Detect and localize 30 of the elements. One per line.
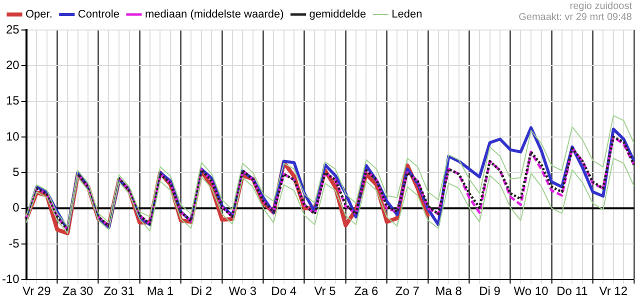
x-tick-label: Vr 12 <box>599 284 628 298</box>
y-tick-label: 0 <box>12 200 20 215</box>
legend-label: Leden <box>392 8 422 21</box>
text: Gemaakt: vr 29 mrt 09:48 <box>518 12 632 23</box>
x-tick-label: Zo 7 <box>395 284 420 298</box>
y-tick-label: 15 <box>6 94 20 108</box>
legend-label: gemiddelde <box>309 8 366 21</box>
x-tick-label: Ma 1 <box>146 284 174 298</box>
legend-label: Oper. <box>26 8 52 21</box>
x-tick-label: Di 2 <box>190 284 212 298</box>
text: regio zuidoost <box>570 0 632 12</box>
y-tick-label: 25 <box>6 22 20 36</box>
x-tick-label: Wo 10 <box>514 284 549 298</box>
y-tick-label: -10 <box>2 272 20 286</box>
x-tick-label: Za 6 <box>354 284 379 298</box>
x-tick-label: Vr 5 <box>314 284 336 298</box>
y-tick-label: 10 <box>6 129 20 144</box>
x-tick-label: Ma 8 <box>435 284 462 298</box>
legend-label: mediaan (middelste waarde) <box>144 8 284 21</box>
x-tick-label: Do 11 <box>556 284 588 298</box>
y-tick-label: -5 <box>8 236 20 250</box>
legend-label: Controle <box>78 8 120 21</box>
x-tick-label: Do 4 <box>271 284 297 298</box>
x-tick-label: Vr 29 <box>22 284 52 298</box>
y-tick-label: 20 <box>6 58 20 72</box>
x-tick-label: Wo 3 <box>228 284 257 298</box>
x-tick-label: Di 9 <box>479 284 501 298</box>
x-tick-label: Za 30 <box>62 284 94 298</box>
y-tick-label: 5 <box>12 164 20 179</box>
x-tick-label: Zo 31 <box>104 284 135 298</box>
